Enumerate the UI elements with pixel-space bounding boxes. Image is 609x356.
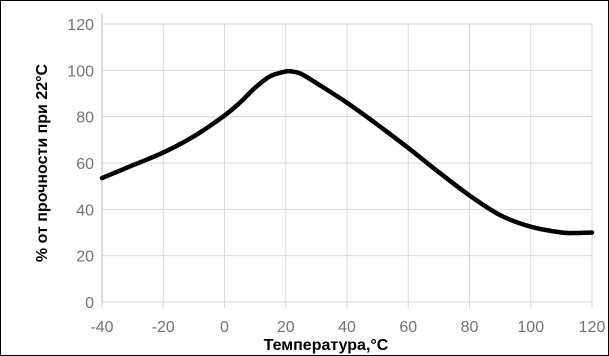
x-tick-label: 80	[461, 319, 479, 336]
y-tick-label: 20	[76, 249, 94, 266]
tick-labels: 0 20 40 60 80 100 120 -40 -20 0 20 40 60 80 100 120	[67, 17, 605, 336]
grid	[101, 14, 593, 308]
y-axis-title: % от прочности при 22°С	[34, 63, 51, 262]
x-tick-label: 40	[338, 319, 356, 336]
series-layer	[99, 68, 595, 236]
x-tick-label: 20	[277, 319, 295, 336]
y-tick-label: 100	[67, 63, 94, 80]
y-tick-label: 120	[67, 17, 94, 34]
strength-curve	[99, 68, 595, 236]
y-tick-label: 40	[76, 202, 94, 219]
x-tick-label: 100	[517, 319, 544, 336]
x-tick-label: 120	[579, 319, 606, 336]
y-tick-label: 80	[76, 110, 94, 127]
y-tick-label: 60	[76, 156, 94, 173]
x-tick-label: 60	[399, 319, 417, 336]
x-tick-label: -20	[152, 319, 175, 336]
x-axis-title: Температура,°C	[264, 337, 389, 354]
x-tick-label: 0	[220, 319, 229, 336]
x-tick-label: -40	[90, 319, 113, 336]
y-tick-label: 0	[85, 295, 94, 312]
